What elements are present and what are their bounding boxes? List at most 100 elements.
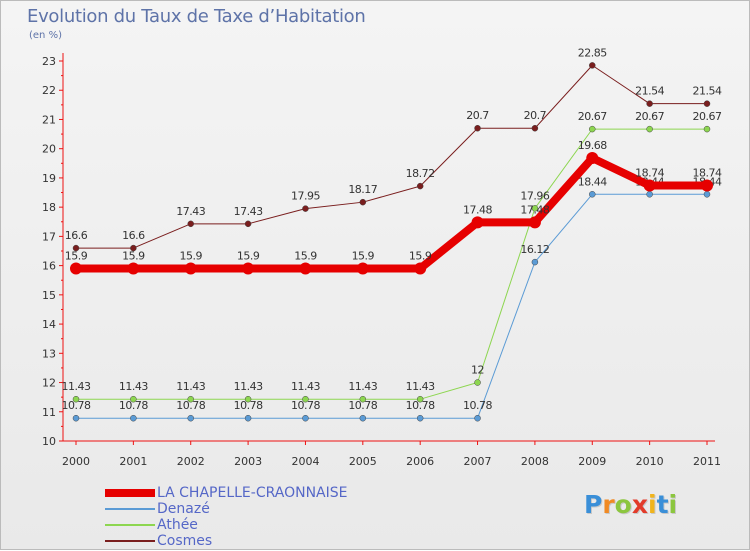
data-point-denaze	[646, 191, 653, 198]
data-label-cosmes: 16.6	[65, 229, 88, 242]
data-label-denaze: 16.12	[520, 243, 549, 256]
data-point-denaze	[531, 258, 539, 266]
data-label-athee: 11.43	[176, 380, 205, 393]
data-point-denaze	[589, 191, 596, 198]
data-point-la-chapelle-craonnaise	[242, 262, 255, 275]
data-label-cosmes: 20.7	[466, 109, 489, 122]
logo-letter: i	[668, 490, 678, 519]
data-label-athee: 20.67	[578, 110, 607, 123]
data-point-cosmes	[474, 124, 481, 132]
chart-title: Evolution du Taux de Taxe d’Habitation	[27, 6, 366, 27]
data-label-denaze: 18.44	[578, 175, 607, 188]
data-label-la-chapelle-craonnaise: 15.9	[352, 250, 375, 263]
data-label-cosmes: 22.85	[578, 46, 607, 59]
data-point-la-chapelle-craonnaise	[127, 262, 140, 275]
y-tick-label: 17	[42, 230, 56, 243]
data-point-cosmes	[589, 62, 596, 69]
data-point-la-chapelle-craonnaise	[528, 216, 541, 229]
data-point-cosmes	[244, 220, 252, 228]
data-label-athee: 11.43	[406, 380, 435, 393]
logo-letter: i	[648, 490, 657, 519]
data-label-athee: 20.67	[693, 110, 722, 123]
x-tick-label: 2003	[234, 455, 262, 468]
data-point-athee	[474, 379, 481, 386]
data-label-denaze: 10.78	[62, 399, 91, 412]
series-line-athee	[76, 128, 707, 400]
y-tick-label: 10	[42, 435, 56, 448]
data-point-athee	[244, 395, 252, 403]
x-tick-label: 2006	[406, 455, 434, 468]
data-point-la-chapelle-craonnaise	[471, 216, 484, 229]
data-label-denaze: 10.78	[291, 399, 320, 412]
y-tick-label: 20	[42, 143, 56, 156]
data-label-denaze: 10.78	[119, 399, 148, 412]
legend-label: Athée	[157, 517, 198, 533]
data-point-la-chapelle-craonnaise	[643, 179, 656, 192]
data-label-athee: 12	[471, 364, 484, 377]
series-line-denaze	[76, 193, 707, 419]
data-label-denaze: 10.78	[176, 399, 205, 412]
logo-letter: o	[614, 490, 632, 519]
x-tick-label: 2008	[521, 455, 549, 468]
data-point-cosmes	[646, 100, 653, 107]
legend-swatch	[105, 508, 155, 510]
data-point-athee	[302, 395, 309, 403]
data-point-athee	[72, 395, 80, 403]
legend-item: LA CHAPELLE-CRAONNAISE	[105, 485, 405, 501]
data-point-cosmes	[302, 205, 309, 212]
data-point-athee	[703, 125, 711, 133]
data-label-cosmes: 17.95	[291, 190, 320, 203]
data-label-la-chapelle-craonnaise: 15.9	[294, 250, 317, 263]
y-tick-label: 14	[42, 318, 56, 331]
data-label-cosmes: 17.43	[234, 205, 263, 218]
y-tick-label: 15	[42, 289, 56, 302]
series-line-la-chapelle-craonnaise	[76, 154, 707, 273]
x-tick-label: 2011	[693, 455, 721, 468]
y-tick-label: 13	[42, 347, 56, 360]
data-point-la-chapelle-craonnaise	[586, 152, 599, 165]
data-point-athee	[589, 125, 596, 133]
data-label-athee: 11.43	[291, 380, 320, 393]
y-tick-label: 11	[42, 406, 56, 419]
data-point-la-chapelle-craonnaise	[70, 262, 82, 275]
data-point-athee	[130, 395, 137, 403]
data-point-athee	[359, 395, 367, 403]
y-tick-label: 21	[42, 113, 56, 126]
y-tick-label: 19	[42, 172, 56, 185]
data-label-athee: 17.96	[520, 189, 549, 202]
data-point-cosmes	[359, 198, 367, 206]
data-label-la-chapelle-craonnaise: 19.68	[578, 139, 607, 152]
data-label-cosmes: 21.54	[693, 85, 722, 98]
x-tick-label: 2007	[464, 455, 492, 468]
x-tick-label: 2005	[349, 455, 377, 468]
x-tick-label: 2004	[291, 455, 319, 468]
data-point-denaze	[302, 414, 309, 422]
unit-label: (en %)	[29, 30, 62, 41]
data-point-athee	[187, 395, 194, 403]
data-point-cosmes	[531, 124, 539, 132]
series-line-cosmes	[76, 64, 707, 249]
y-tick-label: 16	[42, 260, 56, 273]
data-point-athee	[646, 125, 653, 133]
logo-letter: t	[656, 490, 669, 519]
y-tick-label: 12	[42, 377, 56, 390]
data-label-la-chapelle-craonnaise: 15.9	[179, 250, 202, 263]
y-tick-label: 22	[42, 84, 56, 97]
data-point-la-chapelle-craonnaise	[701, 179, 713, 192]
data-point-la-chapelle-craonnaise	[184, 262, 197, 275]
data-label-la-chapelle-craonnaise: 15.9	[237, 250, 260, 263]
data-point-athee	[531, 205, 539, 212]
data-label-athee: 11.43	[62, 380, 91, 393]
data-point-la-chapelle-craonnaise	[299, 262, 312, 275]
y-tick-label: 18	[42, 201, 56, 214]
data-point-cosmes	[187, 220, 194, 228]
data-point-denaze	[416, 414, 424, 422]
data-label-denaze: 10.78	[348, 399, 377, 412]
legend-label: Cosmes	[157, 533, 213, 549]
data-label-la-chapelle-craonnaise: 17.48	[463, 203, 492, 216]
data-point-denaze	[359, 414, 367, 422]
data-label-la-chapelle-craonnaise: 18.74	[693, 167, 722, 180]
data-label-la-chapelle-craonnaise: 18.74	[635, 167, 664, 180]
data-point-la-chapelle-craonnaise	[414, 262, 427, 275]
